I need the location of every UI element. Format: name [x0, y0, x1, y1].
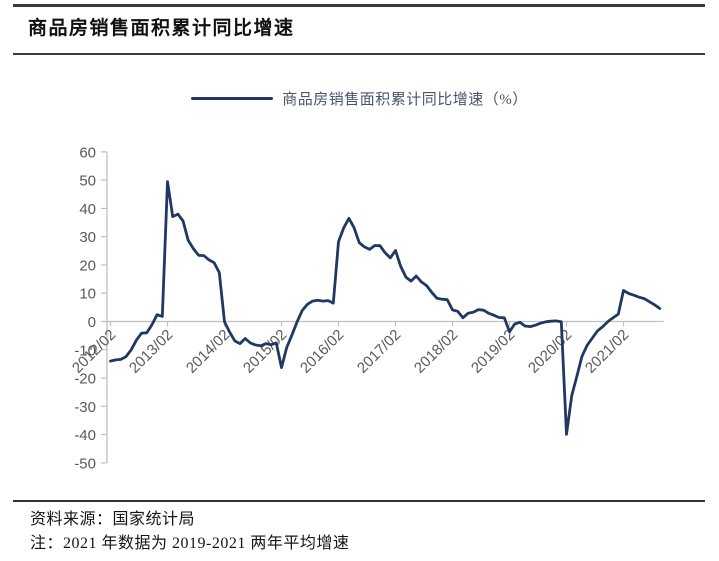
source-note: 资料来源：国家统计局	[30, 511, 196, 528]
y-tick-label: -30	[74, 399, 96, 416]
x-axis: 2012/02 2013/02 2014/02 2015/02 2016/02 2017/…	[69, 321, 632, 377]
y-tick-label: 30	[79, 229, 96, 246]
x-tick-label: 2016/02	[297, 326, 347, 376]
y-tick-label: 40	[79, 201, 96, 218]
x-tick-label: 2014/02	[183, 326, 233, 376]
y-tick-label: -10	[74, 342, 96, 359]
x-tick-label: 2020/02	[525, 326, 575, 376]
y-axis: 60 50 40 30 20 10 0 -10 -20 -30 -40 -50	[74, 144, 108, 472]
header-top-rule	[13, 4, 705, 7]
header-bottom-rule	[13, 53, 705, 55]
legend-line-swatch	[191, 97, 274, 100]
y-tick-label: 10	[79, 286, 96, 303]
y-tick-label: 0	[88, 314, 96, 331]
series-line	[109, 180, 662, 436]
y-tick-label: -40	[74, 427, 96, 444]
data-note: 注：2021 年数据为 2019-2021 两年平均增速	[30, 535, 350, 552]
x-tick-label: 2015/02	[240, 326, 290, 376]
y-tick-label: 50	[79, 173, 96, 190]
legend-label: 商品房销售面积累计同比增速（%）	[282, 92, 528, 108]
chart-legend: 商品房销售面积累计同比增速（%）	[0, 88, 719, 109]
x-tick-label: 2018/02	[411, 326, 461, 376]
x-tick-label: 2013/02	[126, 326, 176, 376]
figure-title: 商品房销售面积累计同比增速	[28, 18, 295, 39]
x-tick-label: 2019/02	[468, 326, 518, 376]
y-tick-label: -50	[74, 455, 96, 472]
y-tick-label: -20	[74, 371, 96, 388]
x-tick-label: 2017/02	[354, 326, 404, 376]
footer-rule	[13, 500, 705, 502]
x-tick-label: 2021/02	[582, 326, 632, 376]
y-tick-label: 20	[79, 257, 96, 274]
y-tick-label: 60	[79, 144, 96, 161]
